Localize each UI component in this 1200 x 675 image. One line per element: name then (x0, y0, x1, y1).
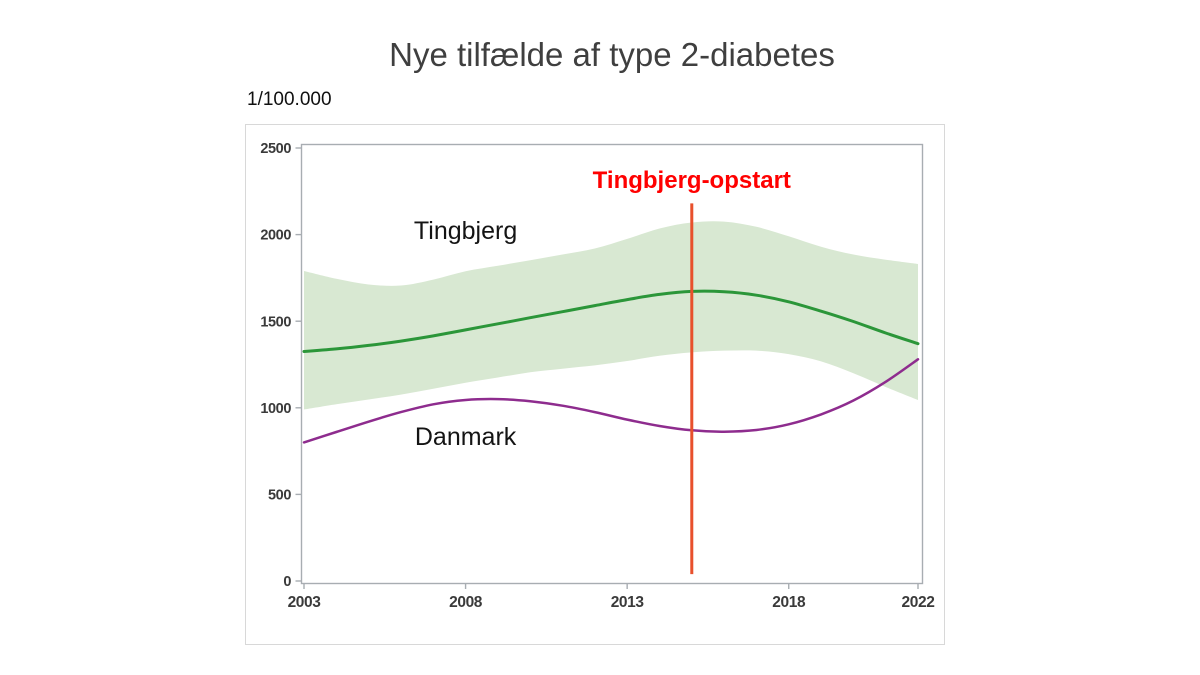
tingbjerg-line (302, 289, 920, 353)
danmark-series-label: Danmark (415, 423, 517, 451)
danmark-line (302, 358, 920, 444)
y-tick-label: 500 (268, 487, 291, 503)
plot-frame (300, 143, 924, 585)
y-tick-label: 0 (283, 574, 291, 590)
y-axis-unit-label: 1/100.000 (247, 89, 332, 110)
x-tick-label: 2003 (288, 594, 322, 611)
chart-container: 0 500 1000 1500 2000 2500 2003 2008 2013 2018 2022… (245, 124, 945, 645)
x-tick-label: 2022 (902, 594, 935, 611)
tingbjerg-opstart-label: Tingbjerg-opstart (593, 167, 791, 194)
y-tick-label: 1000 (260, 401, 291, 417)
line-chart-canvas: 0 500 1000 1500 2000 2500 2003 2008 2013 2018 2022… (260, 141, 935, 611)
y-tick-label: 2000 (260, 228, 291, 244)
x-tick-label: 2018 (772, 594, 806, 611)
y-tick-label: 2500 (260, 141, 291, 157)
confidence-band (304, 221, 918, 410)
y-tick-label: 1500 (260, 314, 291, 330)
x-tick-label: 2008 (449, 594, 483, 611)
tingbjerg-series-label: Tingbjerg (414, 217, 517, 245)
x-tick-label: 2013 (611, 594, 645, 611)
plot-area: 0 500 1000 1500 2000 2500 2003 2008 2013 2018 2022… (260, 141, 935, 611)
page-title: Nye tilfælde af type 2-diabetes (389, 36, 835, 73)
